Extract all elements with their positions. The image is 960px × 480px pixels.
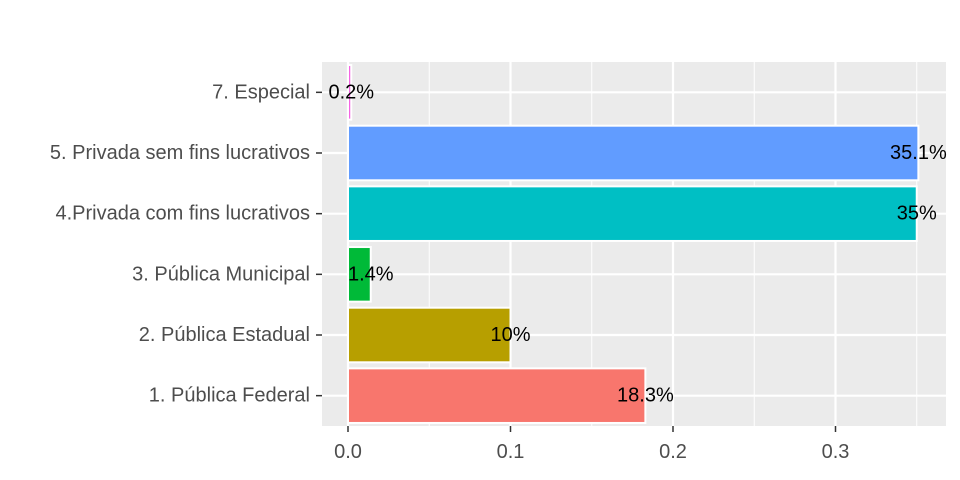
data-label-1: 18.3% [617, 385, 674, 407]
category-label: 7. Especial [212, 81, 310, 103]
category-label: 4.Privada com fins lucrativos [55, 203, 310, 225]
value-tick-label: 0.3 [822, 441, 850, 463]
data-labels: 18.3% 10% 1.4% 35% 35.1% 0.2% [328, 81, 946, 406]
value-tick-label: 0.2 [659, 441, 687, 463]
bar-3 [347, 246, 372, 303]
category-label: 5. Privada sem fins lucrativos [50, 142, 310, 164]
value-tick-label: 0.1 [497, 441, 525, 463]
category-label: 2. Pública Estadual [139, 324, 310, 346]
bar-5 [347, 124, 920, 182]
bars [347, 64, 920, 424]
bar-1 [347, 367, 647, 424]
plot-panel [322, 62, 946, 426]
data-label-3: 1.4% [348, 263, 394, 285]
bar-2 [347, 306, 512, 364]
value-tick-label: 0.0 [334, 441, 362, 463]
bar-6 [347, 64, 353, 121]
value-axis: 0.0 0.1 0.2 0.3 [334, 426, 849, 463]
category-axis: 1. Pública Federal 2. Pública Estadual 3. … [50, 81, 322, 407]
bar-4 [347, 185, 918, 242]
category-label: 3. Pública Municipal [132, 263, 310, 285]
data-label-4: 35% [897, 203, 937, 225]
data-label-5: 35.1% [890, 142, 947, 164]
data-label-6: 0.2% [328, 81, 374, 103]
data-label-2: 10% [490, 324, 530, 346]
category-label: 1. Pública Federal [149, 385, 310, 407]
